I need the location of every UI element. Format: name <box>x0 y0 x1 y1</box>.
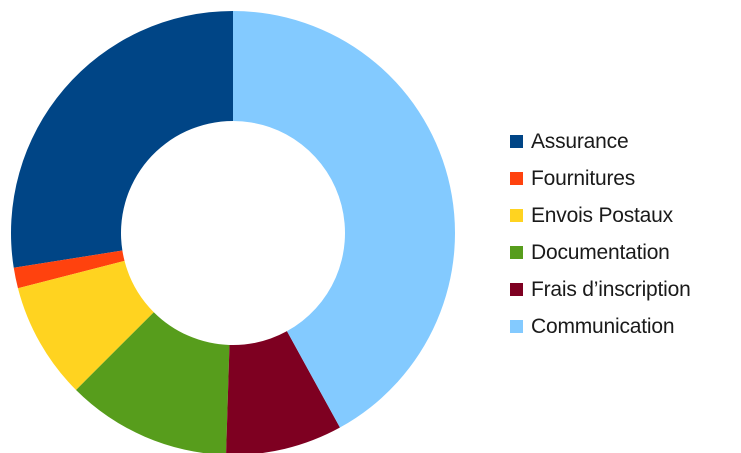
legend-label: Envois Postaux <box>531 203 673 227</box>
legend-swatch <box>510 246 523 259</box>
chart-legend: Assurance Fournitures Envois Postaux Doc… <box>510 123 740 345</box>
legend-label: Communication <box>531 314 675 338</box>
donut-slice-communication <box>233 11 456 428</box>
donut-slice-documentation <box>76 312 230 453</box>
legend-swatch <box>510 320 523 333</box>
donut-slice-frais-d-inscription <box>226 331 340 453</box>
legend-label: Fournitures <box>531 166 636 190</box>
donut-slice-fournitures <box>13 250 125 289</box>
legend-label: Assurance <box>531 129 629 153</box>
legend-swatch <box>510 172 523 185</box>
legend-swatch <box>510 209 523 222</box>
legend-item-envois-postaux: Envois Postaux <box>510 197 740 234</box>
legend-item-frais-inscription: Frais d’inscription <box>510 271 740 308</box>
legend-swatch <box>510 135 523 148</box>
legend-label: Documentation <box>531 240 670 264</box>
legend-item-fournitures: Fournitures <box>510 160 740 197</box>
donut-slice-envois-postaux <box>17 260 154 390</box>
legend-swatch <box>510 283 523 296</box>
legend-item-assurance: Assurance <box>510 123 740 160</box>
donut-slice-assurance <box>10 11 233 268</box>
legend-item-documentation: Documentation <box>510 234 740 271</box>
legend-label: Frais d’inscription <box>531 277 691 301</box>
legend-item-communication: Communication <box>510 308 740 345</box>
